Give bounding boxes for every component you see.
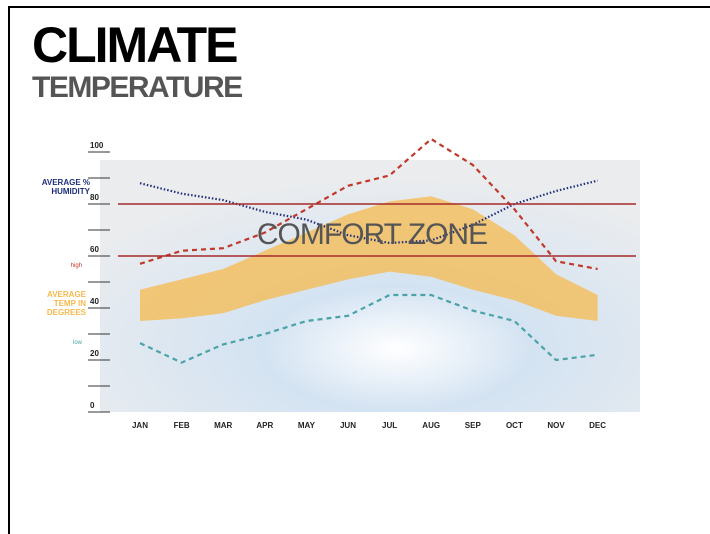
comfort-zone-label: COMFORT ZONE (257, 218, 487, 251)
x-tick-label: SEP (465, 421, 482, 430)
x-tick-label: JUL (382, 421, 397, 430)
legend-entry: high (70, 263, 82, 269)
y-tick-label: 0 (90, 401, 95, 410)
x-tick-label: FEB (174, 421, 190, 430)
x-tick-label: AUG (422, 421, 440, 430)
y-tick-label: 20 (90, 349, 99, 358)
slide-title: CLIMATE (32, 17, 238, 73)
series-line (139, 179, 598, 245)
x-tick-label: APR (256, 421, 273, 430)
legend-entry: AVERAGE % HUMIDITY (41, 178, 90, 196)
y-tick-label: 80 (90, 193, 99, 202)
x-tick-label: MAY (298, 421, 316, 430)
y-tick-label: 60 (90, 245, 99, 254)
series-line (139, 137, 598, 271)
x-tick-label: DEC (589, 421, 606, 430)
x-tick-label: OCT (506, 421, 523, 430)
x-tick-label: JAN (132, 421, 148, 430)
y-tick-label: 100 (90, 141, 104, 150)
slide-frame (8, 6, 710, 534)
y-tick-label: 40 (90, 297, 99, 306)
legend-entry: low (72, 340, 82, 346)
temperature-band (140, 196, 598, 321)
slide-subtitle: TEMPERATURE (32, 71, 243, 104)
x-tick-label: JUN (340, 421, 356, 430)
series-line (139, 293, 598, 364)
legend-entry: AVERAGE TEMP IN DEGREES (46, 290, 86, 317)
x-tick-label: MAR (214, 421, 232, 430)
x-tick-label: NOV (547, 421, 565, 430)
